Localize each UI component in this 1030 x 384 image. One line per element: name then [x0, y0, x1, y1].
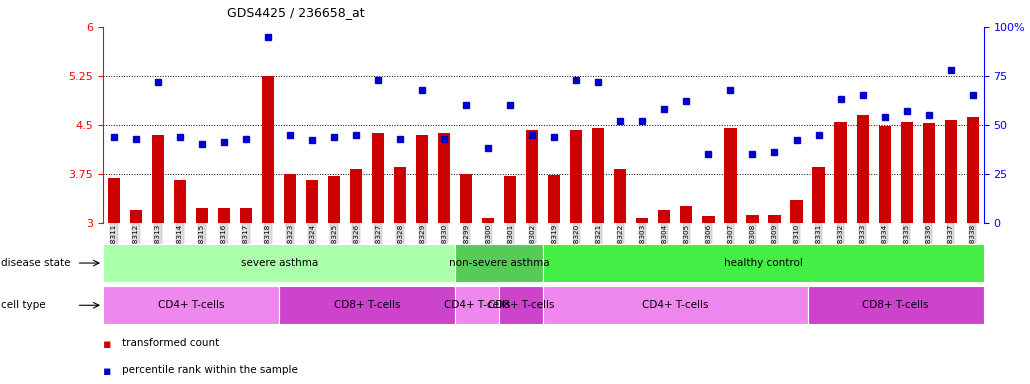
Bar: [394, 167, 406, 223]
Text: ▪: ▪: [103, 338, 111, 351]
Text: healthy control: healthy control: [724, 258, 803, 268]
Bar: [130, 210, 142, 223]
Bar: [879, 126, 891, 223]
Bar: [262, 76, 274, 223]
Bar: [152, 135, 164, 223]
Bar: [747, 215, 758, 223]
Bar: [808, 286, 984, 324]
Bar: [768, 215, 781, 223]
Bar: [196, 209, 208, 223]
Bar: [306, 180, 318, 223]
Bar: [681, 207, 692, 223]
Bar: [724, 128, 736, 223]
Bar: [548, 175, 560, 223]
Bar: [174, 180, 186, 223]
Bar: [108, 178, 121, 223]
Bar: [923, 124, 934, 223]
Bar: [218, 209, 230, 223]
Bar: [592, 128, 605, 223]
Text: severe asthma: severe asthma: [240, 258, 317, 268]
Bar: [284, 174, 297, 223]
Text: cell type: cell type: [1, 300, 45, 310]
Text: CD4+ T-cells: CD4+ T-cells: [158, 300, 225, 310]
Text: transformed count: transformed count: [122, 338, 218, 348]
Bar: [637, 218, 649, 223]
Bar: [900, 121, 913, 223]
Text: CD8+ T-cells: CD8+ T-cells: [488, 300, 554, 310]
Bar: [544, 286, 808, 324]
Bar: [790, 200, 802, 223]
Bar: [350, 169, 363, 223]
Bar: [455, 244, 544, 282]
Bar: [279, 286, 455, 324]
Bar: [500, 286, 544, 324]
Bar: [658, 210, 671, 223]
Bar: [813, 167, 825, 223]
Bar: [505, 176, 516, 223]
Text: non-severe asthma: non-severe asthma: [449, 258, 550, 268]
Text: disease state: disease state: [1, 258, 70, 268]
Bar: [482, 218, 494, 223]
Bar: [103, 244, 455, 282]
Bar: [834, 121, 847, 223]
Text: CD4+ T-cells: CD4+ T-cells: [444, 300, 511, 310]
Bar: [240, 208, 252, 223]
Text: CD8+ T-cells: CD8+ T-cells: [334, 300, 401, 310]
Text: percentile rank within the sample: percentile rank within the sample: [122, 365, 298, 375]
Bar: [455, 286, 500, 324]
Text: CD4+ T-cells: CD4+ T-cells: [642, 300, 709, 310]
Bar: [372, 132, 384, 223]
Bar: [945, 119, 957, 223]
Bar: [416, 135, 428, 223]
Text: ▪: ▪: [103, 365, 111, 378]
Text: GDS4425 / 236658_at: GDS4425 / 236658_at: [227, 6, 365, 19]
Bar: [329, 176, 340, 223]
Bar: [571, 130, 582, 223]
Bar: [103, 286, 279, 324]
Bar: [526, 130, 539, 223]
Text: CD8+ T-cells: CD8+ T-cells: [862, 300, 929, 310]
Bar: [614, 169, 626, 223]
Bar: [966, 117, 978, 223]
Bar: [544, 244, 984, 282]
Bar: [857, 115, 868, 223]
Bar: [702, 216, 715, 223]
Bar: [460, 174, 473, 223]
Bar: [438, 132, 450, 223]
